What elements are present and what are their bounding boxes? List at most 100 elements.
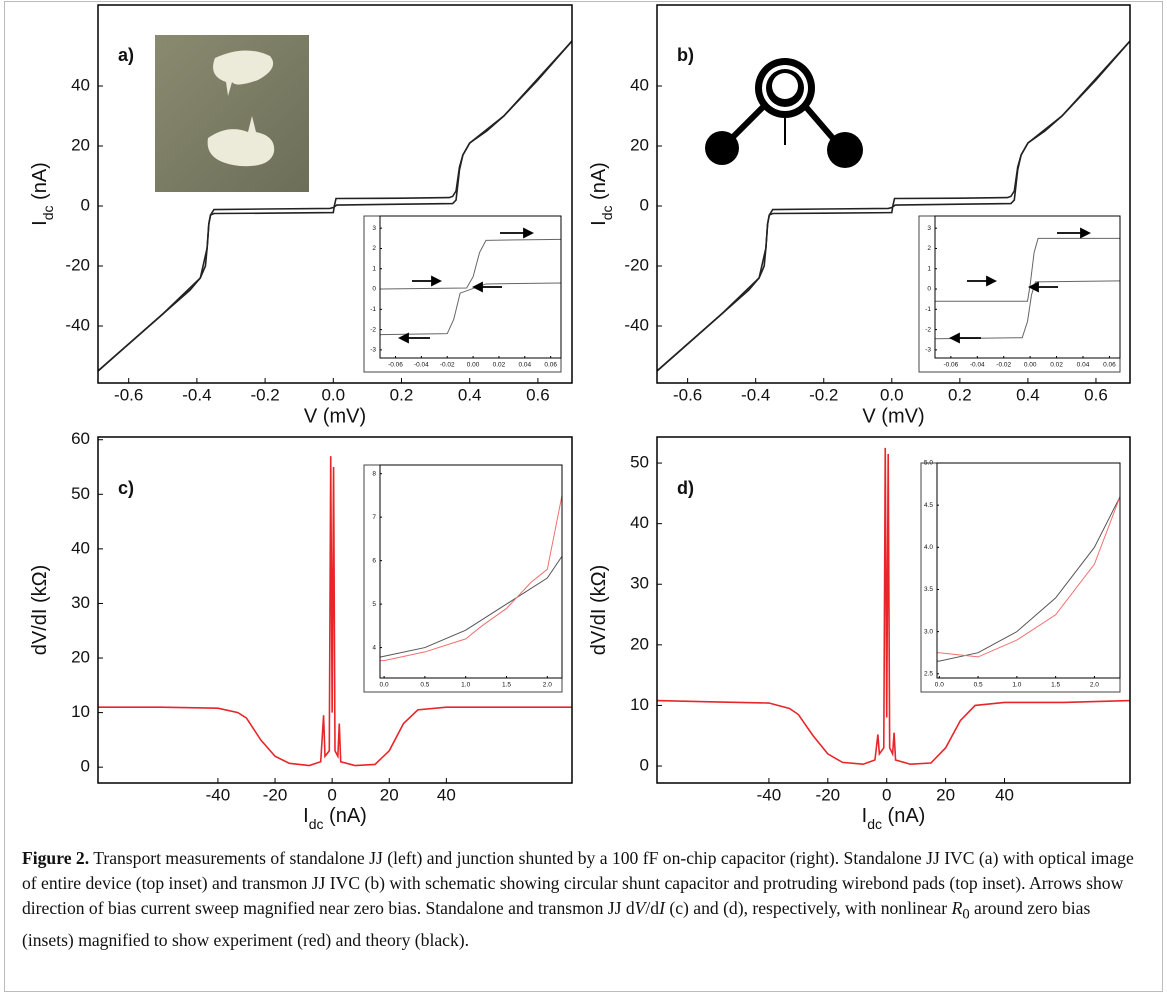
x-tick-label: 0.06: [1103, 362, 1116, 369]
x-tick-label: -0.6: [114, 385, 143, 404]
y-tick-label: 0: [81, 757, 90, 776]
x-tick-label: -20: [816, 785, 841, 804]
line: [98, 40, 572, 372]
x-tick-label: 0.0: [880, 385, 904, 404]
line: [98, 456, 572, 767]
figure-frame: [4, 1, 1163, 992]
y-tick-label: 4.0: [924, 544, 933, 551]
y-tick-label: 3: [927, 225, 931, 232]
y-tick-label: 0: [927, 286, 931, 293]
y-tick-label: 0: [640, 756, 649, 775]
panel-label: b): [677, 45, 694, 65]
y-tick-label: -20: [624, 255, 649, 274]
y-tick-label: 4.5: [924, 502, 933, 509]
x-tick-label: 0.00: [1024, 362, 1037, 369]
y-tick-label: 30: [630, 574, 649, 593]
y-tick-label: 20: [71, 648, 90, 667]
axis-label-part: I: [29, 220, 51, 226]
x-tick-label: 0.6: [526, 385, 550, 404]
y-tick-label: -2: [370, 326, 376, 333]
x-tick-label: -0.6: [673, 385, 702, 404]
y-tick-label: 2: [372, 245, 376, 252]
x-tick-label: 0.04: [518, 362, 531, 369]
x-tick-label: -0.06: [943, 362, 958, 369]
axis-label: dV/dI (kΩ): [29, 565, 51, 656]
pad: [207, 116, 275, 167]
x-tick-label: -0.04: [970, 362, 985, 369]
plot-frame: [379, 464, 563, 679]
axis-label-part: I: [862, 805, 868, 827]
y-tick-label: 4: [372, 644, 376, 651]
x-axis-label: V (mV): [304, 405, 366, 427]
x-tick-label: 0.02: [1050, 362, 1063, 369]
y-tick-label: 20: [630, 634, 649, 653]
y-tick-label: 10: [630, 695, 649, 714]
line: [380, 282, 561, 336]
y-tick-label: 2: [927, 245, 931, 252]
y-tick-label: 40: [71, 75, 90, 94]
inset-background: [363, 464, 563, 693]
caption-text: 0: [962, 906, 970, 923]
axis-label-part: dV/dI (kΩ): [588, 565, 610, 656]
y-tick-label: 2.5: [924, 671, 933, 678]
caption-text: around zero bias (insets) magnified to s…: [22, 898, 1091, 950]
x-tick-label: 0.0: [935, 682, 944, 689]
caption-text: /d: [645, 898, 660, 918]
y-tick-label: 1: [372, 265, 376, 272]
x-tick-label: -40: [757, 785, 782, 804]
axis-label-part: (nA): [324, 805, 367, 827]
y-tick-label: 20: [630, 135, 649, 154]
y-tick-label: 40: [630, 75, 649, 94]
x-tick-label: -0.02: [440, 362, 455, 369]
caption-text: I: [659, 898, 665, 918]
plot-frame: [934, 215, 1121, 359]
line: [380, 556, 562, 658]
x-tick-label: -0.4: [182, 385, 211, 404]
y-tick-label: 8: [372, 470, 376, 477]
panel-label: d): [677, 478, 694, 498]
x-axis-label: V (mV): [862, 405, 924, 427]
plot-frame: [97, 436, 573, 784]
y-tick-label: 10: [71, 702, 90, 721]
x-tick-label: 0.04: [1077, 362, 1090, 369]
panel-label: a): [118, 45, 134, 65]
x-tick-label: 0.2: [948, 385, 972, 404]
schematic: [705, 58, 863, 168]
line: [935, 280, 1120, 340]
x-tick-label: 0.5: [974, 682, 983, 689]
inset-background: [363, 215, 562, 373]
line: [380, 238, 561, 290]
x-tick-label: 0: [327, 785, 336, 804]
y-tick-label: 7: [372, 514, 376, 521]
y-tick-label: 60: [71, 429, 90, 448]
axis-label-part: (nA): [588, 162, 610, 205]
x-tick-label: 1.0: [1012, 682, 1021, 689]
inset-background: [918, 215, 1121, 373]
plot-frame: [97, 4, 573, 384]
x-tick-label: 40: [995, 785, 1014, 804]
line: [935, 237, 1120, 302]
x-tick-label: 0.02: [493, 362, 506, 369]
x-tick-label: 0.4: [458, 385, 482, 404]
line: [937, 496, 1120, 658]
axis-label: Idc (nA): [862, 805, 926, 831]
plot-frame: [656, 4, 1131, 384]
y-tick-label: -3: [370, 347, 376, 354]
line: [380, 495, 562, 662]
x-tick-label: 20: [380, 785, 399, 804]
x-tick-label: 0: [882, 785, 891, 804]
y-tick-label: -1: [925, 306, 931, 313]
arrows: [397, 227, 1092, 344]
line: [657, 40, 1130, 372]
y-tick-label: -3: [925, 347, 931, 354]
axis-label-part: (nA): [29, 162, 51, 205]
axis-label-part: dV/dI (kΩ): [29, 565, 51, 656]
plot-frame: [379, 215, 562, 359]
inset-background: [920, 462, 1121, 693]
axis-label-part: I: [303, 805, 309, 827]
panel-label: c): [118, 478, 134, 498]
x-tick-label: 0.00: [467, 362, 480, 369]
x-tick-label: 0.5: [420, 682, 429, 689]
